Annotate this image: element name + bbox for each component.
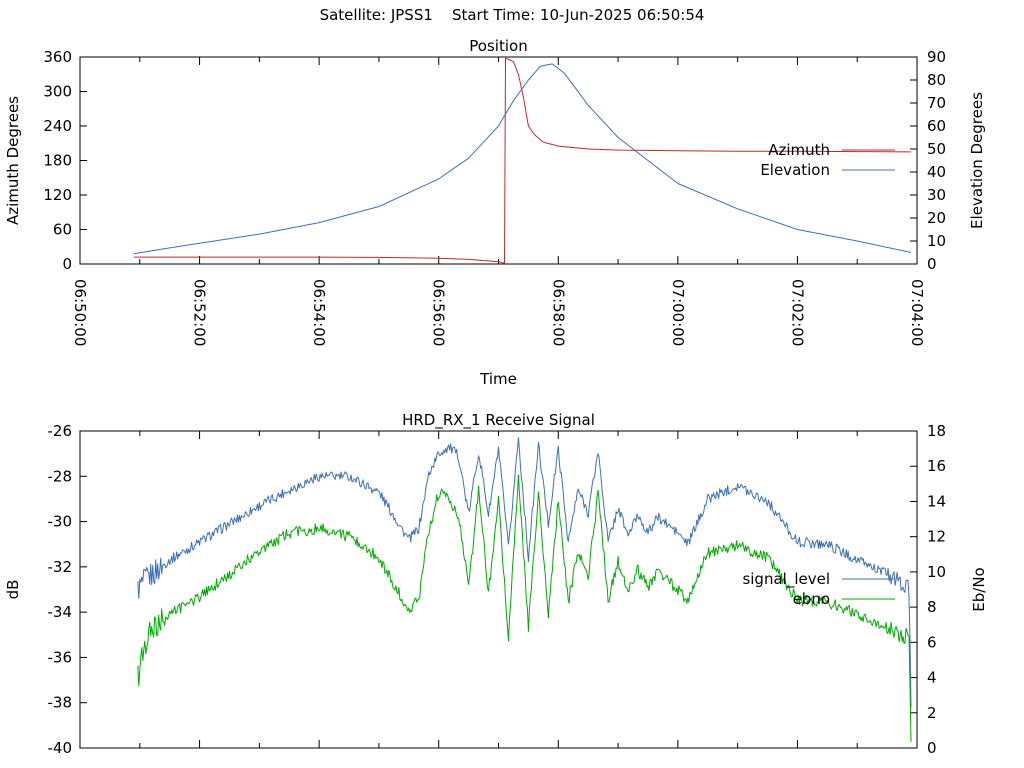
y-tick-label: -38 — [48, 694, 73, 712]
y2-tick-label: 10 — [927, 563, 946, 581]
legend-label: Azimuth — [768, 141, 830, 159]
series-line-azimuth — [133, 57, 912, 264]
y-tick-label: -36 — [48, 648, 73, 666]
y-tick-label: 60 — [53, 221, 72, 239]
y2-tick-label: 2 — [927, 704, 937, 722]
y2-tick-label: 8 — [927, 598, 937, 616]
chart-title: HRD_RX_1 Receive Signal — [402, 411, 595, 430]
y2-axis-label: Elevation Degrees — [968, 92, 986, 229]
y-tick-label: -28 — [48, 467, 73, 485]
x-axis-label: Time — [479, 370, 517, 388]
y2-tick-label: 14 — [927, 492, 946, 510]
y-tick-label: -26 — [48, 422, 73, 440]
chart-title: Position — [469, 37, 527, 55]
y-tick-label: 300 — [43, 83, 72, 101]
y2-tick-label: 60 — [927, 117, 946, 135]
x-tick-label: 06:58:00 — [549, 279, 567, 346]
x-tick-label: 06:54:00 — [310, 279, 328, 346]
series-line-elevation — [133, 63, 912, 255]
receive-signal-chart: HRD_RX_1 Receive Signal -40 -38 -36 -34 -32 -3… — [4, 411, 988, 757]
y2-axis-label: Eb/No — [970, 567, 988, 611]
series-line-ebno — [137, 474, 912, 742]
y2-tick-label: 80 — [927, 71, 946, 89]
y2-tick-label: 18 — [927, 422, 946, 440]
y-tick-label: 360 — [43, 48, 72, 66]
y2-tick-label: 30 — [927, 186, 946, 204]
y-tick-label: -34 — [48, 603, 73, 621]
y-tick-label: -40 — [48, 739, 73, 757]
y-tick-label: 120 — [43, 186, 72, 204]
position-chart: Position 0 60 120 180 240 300 360 0 10 20 30 40 50 60 7… — [4, 37, 986, 388]
y2-tick-label: 12 — [927, 528, 946, 546]
legend-label: Elevation — [760, 161, 830, 179]
y2-tick-label: 50 — [927, 140, 946, 158]
y-axis-label: dB — [4, 580, 22, 600]
y2-tick-label: 16 — [927, 457, 946, 475]
legend-label: signal_level — [742, 570, 830, 589]
x-tick-label: 07:00:00 — [669, 279, 687, 346]
series-line-signal-level — [137, 437, 912, 708]
y-tick-label: 180 — [43, 152, 72, 170]
x-tick-label: 07:02:00 — [788, 279, 806, 346]
x-tick-label: 06:56:00 — [430, 279, 448, 346]
page-title: Satellite: JPSS1 Start Time: 10-Jun-2025… — [319, 6, 705, 24]
y-tick-label: 0 — [62, 255, 72, 273]
y2-tick-label: 6 — [927, 633, 937, 651]
y2-tick-label: 40 — [927, 163, 946, 181]
legend-label: ebno — [793, 590, 830, 608]
y2-tick-label: 10 — [927, 232, 946, 250]
plot-frame — [79, 430, 918, 749]
y2-tick-label: 0 — [927, 739, 937, 757]
x-tick-label: 06:50:00 — [71, 279, 89, 346]
y-axis-label: Azimuth Degrees — [4, 96, 22, 225]
y2-tick-label: 4 — [927, 669, 937, 687]
y-tick-label: -32 — [48, 558, 73, 576]
y2-tick-label: 0 — [927, 255, 937, 273]
y2-tick-label: 70 — [927, 94, 946, 112]
y-tick-label: -30 — [48, 513, 73, 531]
x-tick-label: 06:52:00 — [191, 279, 209, 346]
y2-tick-label: 90 — [927, 48, 946, 66]
y-tick-label: 240 — [43, 117, 72, 135]
y2-tick-label: 20 — [927, 209, 946, 227]
x-tick-label: 07:04:00 — [908, 279, 926, 346]
